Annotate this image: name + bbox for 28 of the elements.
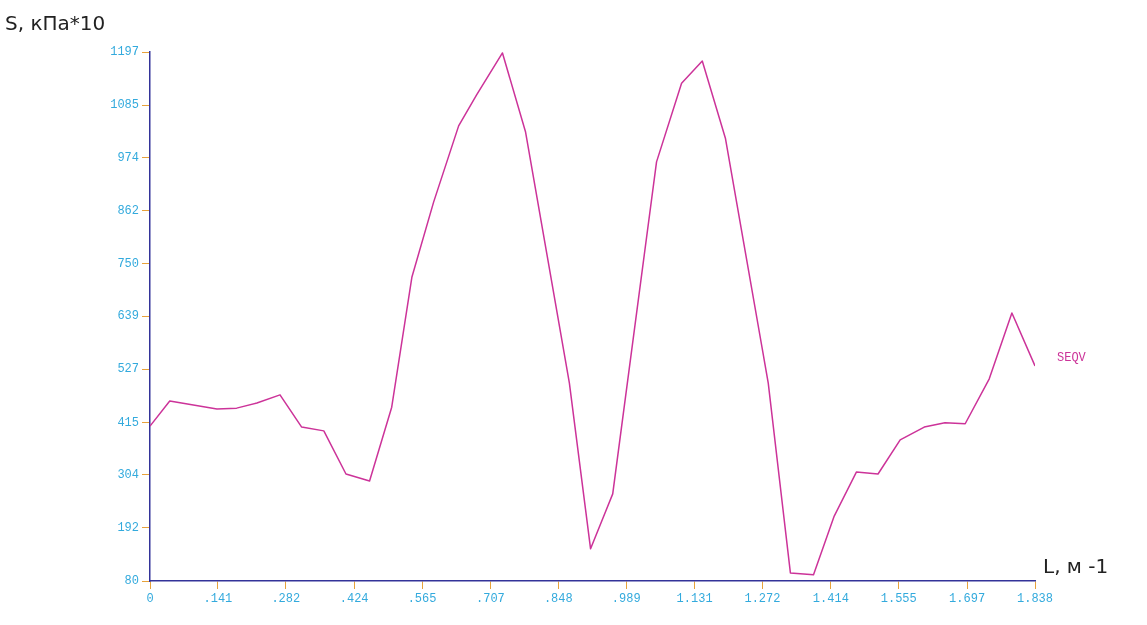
y-tick-label: 974	[117, 150, 139, 165]
y-tick-label: 527	[117, 362, 139, 377]
x-tick-label: .424	[339, 592, 369, 607]
x-tick-label: .141	[203, 592, 233, 607]
x-tick-label: .707	[476, 592, 505, 607]
x-tick-label: 1.697	[949, 592, 986, 607]
y-tick-label: 192	[117, 521, 139, 536]
y-tick-label: 1197	[110, 45, 139, 60]
y-tick-label: 1085	[110, 98, 139, 113]
x-tick-label: 1.131	[676, 592, 713, 607]
x-tick-label: .282	[271, 592, 301, 607]
y-axis-title: S, кПа*10	[5, 11, 106, 35]
y-tick-label: 639	[117, 309, 139, 324]
x-tick-label: 0	[146, 592, 154, 607]
y-tick-label: 304	[117, 468, 139, 483]
series-label: SEQV	[1057, 351, 1087, 366]
x-tick-label: 1.838	[1016, 592, 1054, 607]
y-tick-label: 750	[117, 256, 139, 271]
y-tick-label: 415	[117, 415, 139, 430]
x-tick-label: 1.414	[812, 592, 849, 607]
x-tick-label: .565	[407, 592, 437, 607]
x-axis-title: L, м -1	[1043, 554, 1109, 578]
x-tick-label: 1.555	[880, 592, 917, 607]
x-tick-label: 1.272	[744, 592, 781, 607]
y-tick-label: 80	[124, 574, 139, 589]
x-tick-label: .848	[543, 592, 573, 607]
y-tick-label: 862	[117, 203, 139, 218]
x-tick-label: .989	[611, 592, 641, 607]
